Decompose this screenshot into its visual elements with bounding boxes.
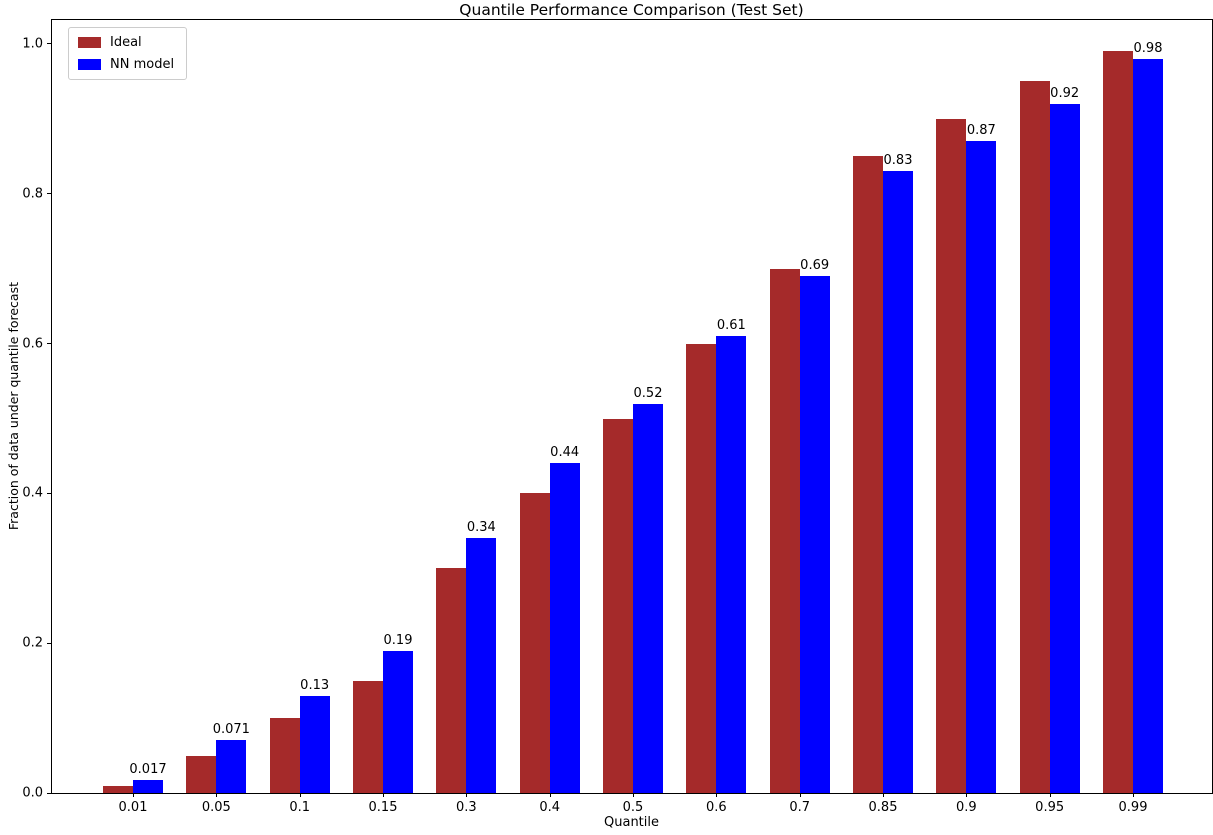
bar-nn-model xyxy=(383,650,413,793)
x-tick-label: 0.6 xyxy=(705,800,727,815)
x-tick-mark xyxy=(883,793,884,797)
bar-value-label: 0.92 xyxy=(1050,85,1080,101)
y-tick-mark xyxy=(47,492,51,494)
legend-swatch-nn-model xyxy=(78,59,101,70)
bar-value-label: 0.98 xyxy=(1133,40,1163,56)
x-tick-mark xyxy=(716,793,718,797)
bar-ideal xyxy=(186,755,217,793)
bar-value-label: 0.61 xyxy=(716,318,746,334)
chart-title: Quantile Performance Comparison (Test Se… xyxy=(459,1,804,19)
legend-item-nn-model: NN model xyxy=(78,57,174,72)
legend-label-ideal: Ideal xyxy=(110,35,142,50)
bar-value-label: 0.13 xyxy=(300,677,330,693)
y-tick-mark xyxy=(47,193,51,195)
bar-ideal xyxy=(1019,81,1050,793)
x-tick-label: 0.3 xyxy=(455,800,477,815)
bar-value-label: 0.52 xyxy=(633,385,663,401)
plot-area: 0.017 0.071 0.13 0.19 0.34 0.44 0.52 0.61 0.69 0.… xyxy=(51,19,1213,794)
x-tick-mark xyxy=(466,793,468,797)
bar-value-label: 0.69 xyxy=(800,258,830,274)
x-tick-mark xyxy=(966,793,968,797)
bar-value-label: 0.44 xyxy=(550,445,580,461)
bar-ideal xyxy=(686,343,717,793)
legend: Ideal NN model xyxy=(68,27,188,80)
bar-ideal xyxy=(769,268,800,793)
x-tick-mark xyxy=(799,793,801,797)
x-tick-label: 0.1 xyxy=(289,800,310,815)
y-tick-mark xyxy=(47,792,51,794)
bar-nn-model xyxy=(633,403,663,793)
bar-value-label: 0.34 xyxy=(466,520,496,536)
y-axis-label-container: Fraction of data under quantile forecast xyxy=(4,19,22,793)
y-tick-label: 0.2 xyxy=(22,635,43,651)
y-tick-label: 0.6 xyxy=(22,336,43,352)
x-tick-label: 0.05 xyxy=(201,800,231,815)
bar-ideal xyxy=(353,680,383,793)
bar-value-label: 0.83 xyxy=(883,153,913,169)
x-tick-mark xyxy=(133,793,134,797)
x-tick-label: 0.15 xyxy=(368,800,398,815)
bar-value-label: 0.19 xyxy=(383,632,413,648)
bar-nn-model xyxy=(216,739,247,793)
y-tick-label: 0.8 xyxy=(22,186,43,202)
bar-value-label: 0.017 xyxy=(129,762,167,778)
x-tick-mark xyxy=(1049,793,1051,797)
bar-nn-model xyxy=(799,276,830,793)
x-tick-label: 0.9 xyxy=(955,800,977,815)
bar-nn-model xyxy=(883,171,913,793)
x-tick-mark xyxy=(299,793,301,797)
bar-ideal xyxy=(603,418,633,793)
bar-nn-model xyxy=(549,463,580,793)
bar-nn-model xyxy=(1049,103,1080,793)
x-tick-label: 0.95 xyxy=(1035,800,1065,815)
x-tick-mark xyxy=(216,793,218,797)
x-tick-mark xyxy=(383,793,384,797)
bar-ideal xyxy=(269,718,300,793)
bar-value-label: 0.071 xyxy=(212,721,250,737)
bar-ideal xyxy=(936,118,967,793)
x-tick-label: 0.5 xyxy=(622,800,644,815)
legend-swatch-ideal xyxy=(78,37,101,48)
bar-nn-model xyxy=(133,780,163,793)
y-tick-label: 0.0 xyxy=(22,785,43,801)
bar-ideal xyxy=(1103,51,1133,793)
bar-nn-model xyxy=(466,538,497,793)
bar-nn-model xyxy=(299,695,330,793)
x-axis-label: Quantile xyxy=(604,815,659,830)
bar-nn-model xyxy=(1133,58,1163,793)
x-tick-label: 0.01 xyxy=(118,800,148,815)
y-tick-mark xyxy=(47,43,51,45)
x-tick-mark xyxy=(633,793,634,797)
legend-item-ideal: Ideal xyxy=(78,35,174,50)
bar-nn-model xyxy=(966,141,997,793)
y-tick-label: 1.0 xyxy=(22,36,43,52)
x-tick-label: 0.4 xyxy=(539,800,560,815)
x-tick-label: 0.85 xyxy=(868,800,898,815)
bar-nn-model xyxy=(716,336,747,793)
bar-ideal xyxy=(103,785,133,793)
y-tick-mark xyxy=(47,642,51,644)
bar-value-label: 0.87 xyxy=(966,123,996,139)
y-tick-label: 0.4 xyxy=(22,485,43,501)
bar-ideal xyxy=(519,493,550,793)
x-tick-label: 0.99 xyxy=(1118,800,1148,815)
bar-ideal xyxy=(436,568,467,793)
legend-label-nn-model: NN model xyxy=(110,57,175,72)
x-tick-mark xyxy=(549,793,551,797)
y-tick-mark xyxy=(47,343,51,345)
bar-ideal xyxy=(853,156,883,793)
x-tick-label: 0.7 xyxy=(789,800,810,815)
x-tick-mark xyxy=(1133,793,1134,797)
